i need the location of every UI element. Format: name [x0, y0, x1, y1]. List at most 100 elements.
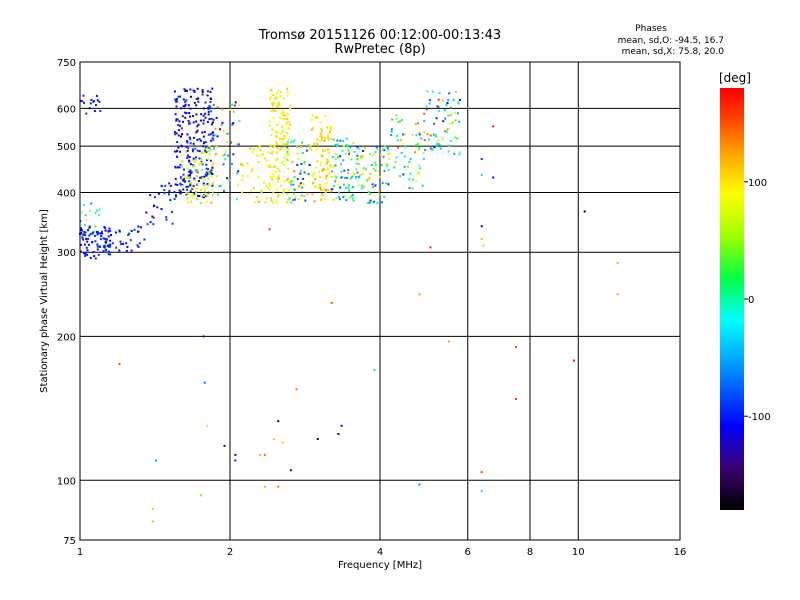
data-point: [185, 146, 188, 148]
data-point: [616, 293, 619, 296]
data-point: [272, 202, 275, 204]
data-point: [94, 211, 97, 214]
data-point: [277, 195, 279, 198]
data-point: [252, 148, 255, 151]
data-point: [313, 142, 316, 145]
data-point: [409, 172, 412, 175]
data-point: [415, 180, 418, 183]
data-point: [281, 141, 284, 144]
data-point: [206, 94, 209, 97]
data-point: [93, 234, 96, 237]
data-point: [168, 182, 171, 185]
data-points: [79, 87, 619, 523]
data-point: [337, 191, 340, 194]
data-point: [179, 183, 182, 186]
data-point: [276, 202, 279, 204]
data-point: [325, 162, 328, 165]
data-point: [356, 158, 359, 161]
data-point: [399, 120, 402, 123]
data-point: [274, 110, 277, 112]
data-point: [279, 138, 282, 141]
data-point: [357, 163, 360, 165]
data-point: [90, 99, 93, 101]
data-point: [282, 143, 285, 146]
data-point: [268, 164, 271, 167]
data-point: [223, 153, 226, 156]
data-point: [426, 90, 429, 93]
data-point: [118, 249, 121, 252]
data-point: [323, 168, 326, 171]
data-point: [152, 223, 155, 226]
data-point: [378, 175, 381, 178]
data-point: [371, 183, 374, 186]
data-point: [422, 152, 425, 155]
data-point: [343, 144, 345, 147]
data-point: [213, 147, 216, 150]
data-point: [102, 250, 105, 253]
data-point: [88, 225, 91, 228]
data-point: [186, 141, 189, 144]
data-point: [347, 151, 350, 154]
data-point: [319, 135, 322, 138]
data-point: [177, 95, 180, 98]
data-point: [160, 184, 163, 187]
data-point: [187, 201, 190, 204]
data-point: [273, 165, 276, 168]
data-point: [237, 184, 239, 187]
data-point: [454, 119, 457, 122]
data-point: [340, 170, 343, 173]
data-point: [271, 128, 274, 131]
data-point: [169, 199, 172, 202]
data-point: [96, 99, 99, 102]
data-point: [179, 95, 182, 98]
data-point: [277, 89, 280, 92]
data-point: [400, 151, 403, 154]
data-point: [183, 168, 185, 171]
data-point: [179, 124, 181, 127]
data-point: [195, 192, 198, 194]
data-point: [199, 202, 202, 205]
data-point: [417, 171, 420, 174]
data-point: [293, 188, 296, 191]
data-point: [80, 100, 83, 103]
data-point: [186, 89, 188, 92]
data-point: [431, 148, 434, 151]
data-point: [189, 190, 192, 193]
data-point: [272, 438, 275, 440]
data-point: [371, 186, 374, 189]
data-point: [414, 123, 417, 126]
data-point: [210, 110, 213, 113]
data-point: [102, 237, 105, 240]
data-point: [84, 255, 87, 257]
data-point: [332, 198, 335, 201]
data-point: [97, 232, 100, 235]
data-point: [314, 178, 317, 181]
data-point: [402, 173, 405, 176]
data-point: [430, 149, 433, 152]
data-point: [286, 88, 289, 91]
data-point: [272, 191, 275, 194]
data-point: [336, 144, 339, 147]
data-point: [366, 202, 369, 205]
data-point: [314, 142, 317, 145]
data-point: [226, 132, 229, 135]
data-point: [400, 139, 403, 142]
data-point: [345, 137, 348, 140]
data-point: [428, 99, 431, 102]
data-point: [180, 177, 183, 180]
data-point: [201, 176, 204, 179]
data-point: [286, 94, 289, 97]
data-point: [257, 175, 260, 178]
data-point: [286, 154, 289, 157]
data-point: [458, 120, 461, 123]
data-point: [351, 194, 354, 196]
data-point: [277, 175, 280, 177]
data-point: [269, 176, 272, 179]
data-point: [187, 147, 190, 150]
data-point: [276, 189, 279, 192]
data-point: [272, 117, 275, 120]
data-point: [411, 133, 414, 136]
data-point: [205, 171, 208, 174]
data-point: [236, 197, 239, 200]
data-point: [458, 153, 461, 156]
